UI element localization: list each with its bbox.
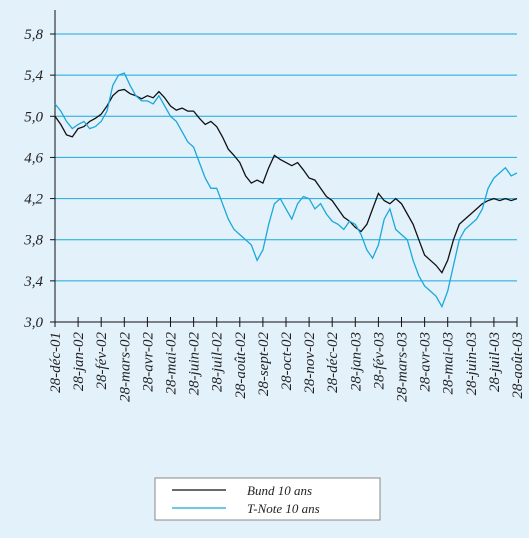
y-tick-label: 5,0 [24, 109, 43, 125]
x-tick-label: 28-août-03 [510, 332, 526, 399]
x-tick-label: 28-juin-02 [187, 332, 203, 396]
y-tick-label: 3,0 [23, 315, 43, 331]
legend-label: Bund 10 ans [247, 483, 312, 498]
x-tick-label: 28-fév-02 [94, 332, 110, 390]
y-tick-label: 5,4 [24, 68, 43, 84]
y-tick-label: 4,2 [24, 192, 43, 208]
x-tick-label: 28-oct-02 [279, 332, 295, 391]
y-tick-label: 3,8 [23, 233, 43, 249]
x-tick-label: 28-nov-02 [302, 332, 318, 394]
x-tick-label: 28-juil-02 [210, 332, 226, 392]
x-tick-label: 28-déc-01 [48, 332, 64, 393]
y-tick-label: 4,6 [24, 150, 43, 166]
line-series [54, 88, 518, 274]
x-tick-label: 28-jan-02 [71, 332, 87, 392]
legend-label: T-Note 10 ans [247, 501, 320, 516]
x-tick-label: 28-mai-02 [164, 332, 180, 395]
x-tick-label: 28-mars-03 [395, 332, 411, 402]
x-tick-label: 28-mai-03 [441, 332, 457, 395]
x-tick-label: 28-juin-03 [464, 332, 480, 395]
x-tick-label: 28-mars-02 [117, 332, 133, 402]
x-tick-label: 28-fév-03 [371, 332, 387, 389]
line-series [54, 72, 518, 309]
x-tick-label: 28-avr-03 [418, 332, 434, 392]
x-tick-label: 28-août-02 [233, 332, 249, 399]
legend-box [154, 477, 381, 521]
x-tick-label: 28-déc-02 [325, 332, 341, 393]
x-tick-label: 28-avr-02 [140, 332, 156, 392]
legend: Bund 10 ans T-Note 10 ans [154, 477, 381, 521]
y-tick-label: 5,8 [24, 27, 43, 43]
x-tick-label: 28-juil-03 [487, 332, 503, 392]
x-tick-label: 28-jan-03 [348, 332, 364, 391]
y-tick-label: 3,4 [23, 274, 43, 290]
x-tick-label: 28-sept-02 [256, 332, 272, 397]
